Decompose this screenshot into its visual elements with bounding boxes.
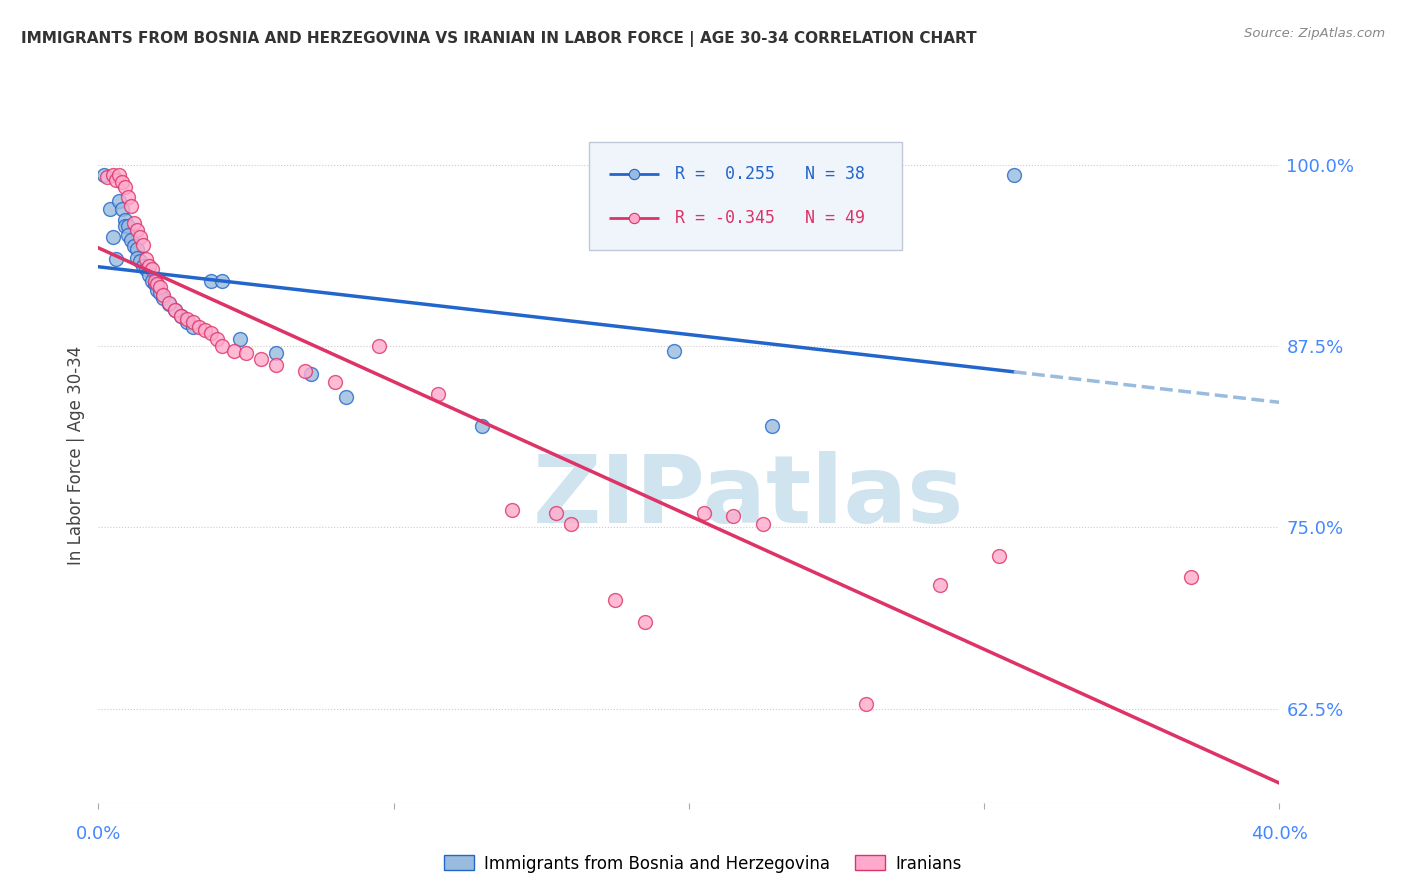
Point (176, 315, 198, 329)
Text: Source: ZipAtlas.com: Source: ZipAtlas.com (1244, 27, 1385, 40)
Text: R = -0.345   N = 49: R = -0.345 N = 49 (675, 209, 865, 227)
Point (170, 309, 193, 323)
Text: ZIPatlas: ZIPatlas (533, 450, 963, 542)
Point (128, 230, 150, 244)
Point (335, 390, 357, 404)
Point (211, 339, 233, 353)
Point (98, 202, 121, 216)
Point (152, 288, 174, 302)
Text: IMMIGRANTS FROM BOSNIA AND HERZEGOVINA VS IRANIAN IN LABOR FORCE | AGE 30-34 COR: IMMIGRANTS FROM BOSNIA AND HERZEGOVINA V… (21, 31, 977, 47)
Point (157, 297, 180, 311)
Point (855, 698, 877, 712)
Point (723, 508, 745, 523)
Point (181, 315, 204, 329)
Point (176, 311, 198, 326)
Point (135, 252, 157, 267)
Point (93, 168, 115, 182)
Point (165, 303, 187, 318)
Point (117, 219, 139, 233)
Point (200, 326, 222, 341)
Point (205, 332, 228, 346)
Point (250, 352, 273, 367)
Point (143, 274, 166, 288)
Point (633, 615, 655, 629)
Point (187, 320, 209, 334)
Point (170, 309, 193, 323)
Point (143, 277, 166, 291)
Point (368, 339, 391, 353)
Point (181, 320, 204, 334)
Point (761, 419, 783, 434)
Point (138, 260, 160, 274)
Point (114, 179, 136, 194)
Text: R =  0.255   N = 38: R = 0.255 N = 38 (675, 164, 865, 183)
Legend: Immigrants from Bosnia and Herzegovina, Iranians: Immigrants from Bosnia and Herzegovina, … (437, 848, 969, 880)
Point (96, 169, 118, 184)
Point (152, 292, 174, 306)
Point (471, 419, 494, 434)
Point (229, 332, 252, 346)
FancyBboxPatch shape (589, 142, 901, 250)
Point (224, 343, 246, 358)
Point (128, 253, 150, 268)
Point (141, 262, 163, 277)
Point (105, 252, 128, 267)
Point (125, 223, 148, 237)
Point (987, 549, 1010, 564)
Point (135, 262, 157, 277)
Point (125, 242, 148, 256)
Text: 0.0%: 0.0% (76, 825, 121, 843)
Point (299, 367, 322, 381)
Point (103, 168, 125, 182)
Point (125, 251, 148, 265)
Point (751, 517, 773, 532)
Point (194, 323, 217, 337)
Text: 40.0%: 40.0% (1251, 825, 1308, 843)
Point (103, 230, 125, 244)
Point (323, 376, 346, 390)
Point (105, 172, 128, 186)
Point (108, 194, 131, 209)
Point (560, 517, 582, 532)
Point (146, 277, 169, 291)
Point (264, 358, 287, 372)
Point (693, 506, 716, 520)
Point (108, 168, 131, 182)
Point (120, 234, 142, 248)
Point (546, 506, 568, 520)
Point (120, 199, 142, 213)
Point (111, 176, 134, 190)
Point (211, 274, 233, 288)
Point (132, 260, 155, 274)
Point (294, 364, 316, 378)
Point (111, 202, 134, 216)
Point (235, 346, 257, 360)
Point (117, 190, 139, 204)
Y-axis label: In Labor Force | Age 30-34: In Labor Force | Age 30-34 (66, 345, 84, 565)
Point (122, 239, 145, 253)
Point (141, 274, 163, 288)
Point (117, 227, 139, 242)
Point (605, 593, 627, 607)
Point (149, 280, 172, 294)
Point (149, 285, 172, 300)
Point (132, 237, 155, 252)
Point (138, 268, 160, 283)
Point (1180, 570, 1202, 584)
Point (1002, 168, 1025, 182)
Point (200, 274, 222, 288)
Point (264, 346, 287, 360)
Point (501, 503, 523, 517)
Point (114, 213, 136, 227)
Point (146, 283, 169, 297)
Point (664, 343, 686, 358)
Point (427, 387, 450, 401)
Point (157, 295, 180, 310)
Point (928, 578, 950, 592)
Point (165, 303, 187, 318)
Point (122, 216, 145, 230)
Point (114, 219, 136, 233)
